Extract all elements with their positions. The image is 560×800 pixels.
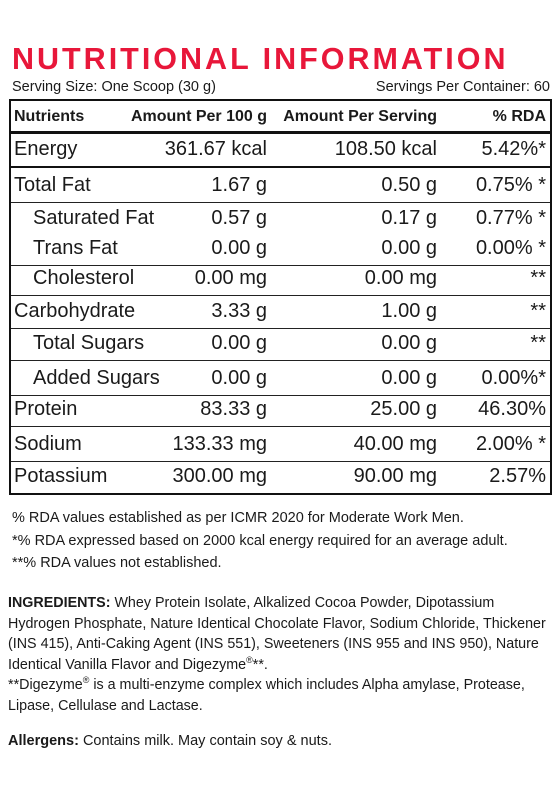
table-row: Carbohydrate 3.33 g 1.00 g ** [11,296,550,329]
allergens-label: Allergens: [8,733,79,749]
ingredients-text: Whey Protein Isolate, Alkalized Cocoa Po… [8,595,546,673]
value-rda: 0.00% * [475,237,546,259]
table-header: Nutrients Amount Per 100 g Amount Per Se… [11,101,550,134]
header-nutrients: Nutrients [14,108,85,125]
value-per-100g: 300.00 mg [172,465,267,487]
table-row: Potassium 300.00 mg 90.00 mg 2.57% [11,462,550,493]
ingredients-block: INGREDIENTS: Whey Protein Isolate, Alkal… [8,593,556,716]
table-row: Cholesterol 0.00 mg 0.00 mg ** [11,266,550,296]
nutrient-name: Carbohydrate [14,300,136,322]
value-per-100g: 0.00 mg [194,267,267,289]
value-rda: 2.57% [489,465,546,487]
nutrient-name: Energy [14,138,78,160]
footnote-kcal: *% RDA expressed based on 2000 kcal ener… [12,532,508,549]
value-per-100g: 0.00 g [211,367,267,389]
table-row: Saturated Fat 0.57 g 0.17 g 0.77% * [11,203,550,235]
value-rda: 0.00%* [481,367,547,389]
value-per-serving: 25.00 g [370,398,437,420]
nutrient-name: Total Fat [14,174,91,196]
value-per-100g: 3.33 g [211,300,267,322]
serving-info: Serving Size: One Scoop (30 g) Servings … [12,78,550,96]
nutrient-name: Added Sugars [33,367,160,389]
value-rda: 0.75% * [475,174,546,196]
value-per-serving: 90.00 mg [353,465,437,487]
table-row: Sodium 133.33 mg 40.00 mg 2.00% * [11,427,550,462]
nutrient-name: Potassium [14,465,108,487]
value-per-serving: 108.50 kcal [334,138,437,160]
ingredients-text-end: **. [252,656,268,673]
table-row: Total Fat 1.67 g 0.50 g 0.75% * [11,168,550,203]
footnote-not-established: **% RDA values not established. [12,555,222,571]
registered-mark: ® [246,654,253,665]
nutrient-name: Protein [14,398,78,420]
nutrient-name: Trans Fat [33,237,118,259]
digezyme-note-text: is a multi-enzyme complex which includes… [8,677,525,714]
nutrient-name: Sodium [14,433,82,455]
value-rda: 46.30% [478,398,546,420]
value-per-serving: 40.00 mg [353,433,437,455]
value-per-100g: 0.00 g [211,332,267,354]
value-per-100g: 1.67 g [211,174,267,196]
value-per-serving: 0.00 mg [364,267,437,289]
value-rda: 5.42%* [481,138,547,160]
value-per-serving: 1.00 g [381,300,437,322]
table-row: Protein 83.33 g 25.00 g 46.30% [11,396,550,427]
nutrient-name: Saturated Fat [33,207,155,229]
value-per-serving: 0.00 g [381,332,437,354]
servings-per-container: Servings Per Container: 60 [375,79,550,95]
value-per-100g: 0.00 g [211,237,267,259]
table-row: Trans Fat 0.00 g 0.00 g 0.00% * [11,235,550,266]
value-per-100g: 361.67 kcal [164,138,267,160]
serving-size: Serving Size: One Scoop (30 g) [12,79,216,95]
value-rda: ** [530,332,546,354]
value-per-100g: 0.57 g [211,207,267,229]
value-per-serving: 0.00 g [381,367,437,389]
value-rda: 2.00% * [475,433,546,455]
header-rda: % RDA [492,108,546,125]
digezyme-note-start: **Digezyme [8,677,83,693]
value-per-serving: 0.17 g [381,207,437,229]
value-rda: 0.77% * [475,207,546,229]
value-per-serving: 0.50 g [381,174,437,196]
rda-footnotes: % RDA values established as per ICMR 202… [12,507,552,575]
table-row: Energy 361.67 kcal 108.50 kcal 5.42%* [11,134,550,168]
footnote-icmr: % RDA values established as per ICMR 202… [12,510,464,526]
value-per-100g: 133.33 mg [172,433,267,455]
value-per-serving: 0.00 g [381,237,437,259]
header-per-serving: Amount Per Serving [283,108,437,125]
registered-mark: ® [82,675,90,686]
page-title: NUTRITIONAL INFORMATION [12,42,509,76]
allergens-line: Allergens: Contains milk. May contain so… [8,733,332,749]
value-rda: ** [530,267,546,289]
nutrition-table: Nutrients Amount Per 100 g Amount Per Se… [9,99,552,495]
header-per-100g: Amount Per 100 g [130,108,267,125]
value-rda: ** [530,300,546,322]
value-per-100g: 83.33 g [200,398,267,420]
table-row: Added Sugars 0.00 g 0.00 g 0.00%* [11,361,550,396]
ingredients-label: INGREDIENTS: [8,595,111,611]
nutrient-name: Total Sugars [33,332,145,354]
allergens-text: Contains milk. May contain soy & nuts. [78,733,332,749]
nutrient-name: Cholesterol [33,267,135,289]
table-row: Total Sugars 0.00 g 0.00 g ** [11,329,550,361]
